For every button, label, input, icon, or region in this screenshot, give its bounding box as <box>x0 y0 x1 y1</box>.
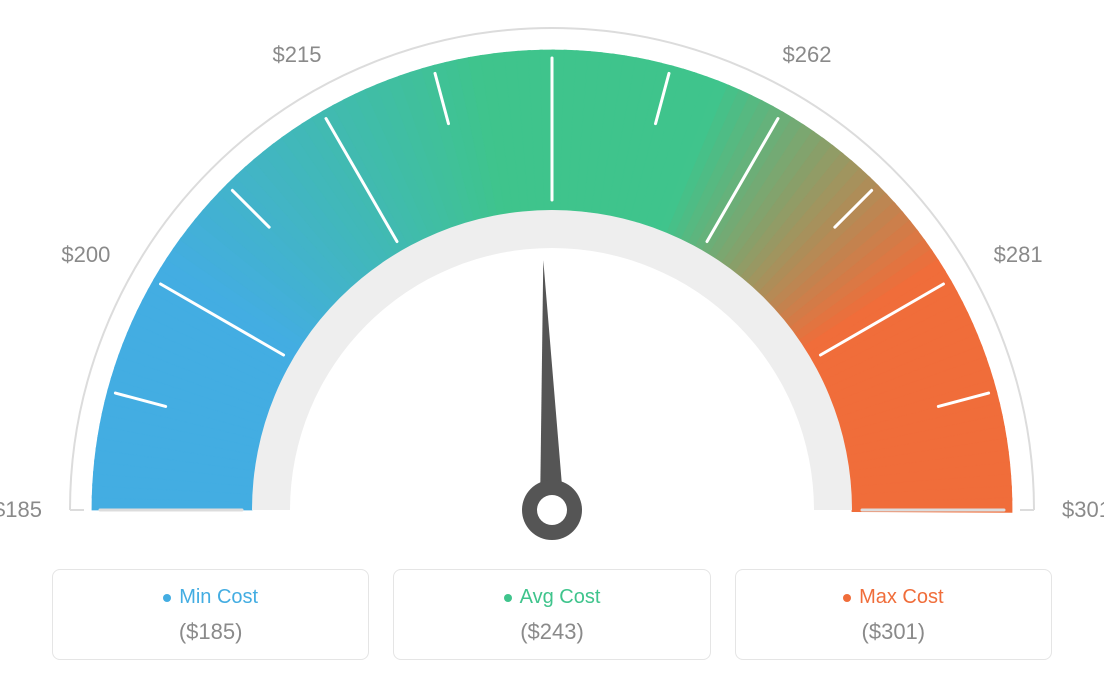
legend-value-avg: ($243) <box>406 619 697 645</box>
gauge-tick-label: $301 <box>1062 497 1104 523</box>
legend-dot-avg <box>504 594 512 602</box>
gauge-tick-label: $185 <box>0 497 42 523</box>
gauge-svg <box>0 0 1104 560</box>
legend-title-avg: Avg Cost <box>504 586 601 609</box>
gauge-area: $185$200$215$243$262$281$301 <box>0 0 1104 560</box>
legend-value-min: ($185) <box>65 619 356 645</box>
legend-title-min: Min Cost <box>163 586 258 609</box>
legend-title-max: Max Cost <box>843 586 943 609</box>
legend-label-avg: Avg Cost <box>520 586 601 609</box>
legend-card-avg: Avg Cost ($243) <box>393 569 710 660</box>
legend-label-max: Max Cost <box>859 586 943 609</box>
legend-card-min: Min Cost ($185) <box>52 569 369 660</box>
gauge-tick-label: $200 <box>61 242 110 268</box>
legend-dot-max <box>843 594 851 602</box>
gauge-tick-label: $262 <box>783 42 832 68</box>
legend-card-max: Max Cost ($301) <box>735 569 1052 660</box>
cost-gauge-chart: $185$200$215$243$262$281$301 Min Cost ($… <box>0 0 1104 690</box>
legend-value-max: ($301) <box>748 619 1039 645</box>
gauge-tick-label: $281 <box>994 242 1043 268</box>
legend-dot-min <box>163 594 171 602</box>
legend-label-min: Min Cost <box>179 586 258 609</box>
legend-row: Min Cost ($185) Avg Cost ($243) Max Cost… <box>52 569 1052 660</box>
gauge-tick-label: $215 <box>273 42 322 68</box>
